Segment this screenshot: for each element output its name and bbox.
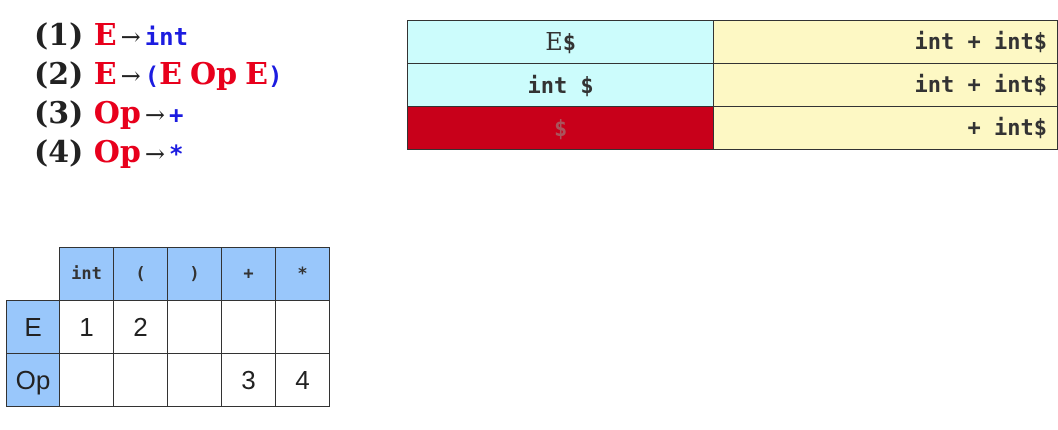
ll1-corner	[6, 247, 60, 301]
ll1-cell	[167, 300, 222, 354]
trace-stack-cell-error: $	[406, 106, 715, 150]
arrow-icon: →	[120, 23, 141, 51]
grammar-rule-2: (2) E → (E Op E)	[34, 55, 282, 94]
grammar-rule-1: (1) E → int	[34, 16, 282, 55]
rule-number: (4)	[34, 135, 84, 170]
rule-lhs: Op	[93, 96, 141, 131]
ll1-cell	[113, 353, 168, 407]
rule-rhs-symbol: E	[159, 57, 183, 92]
ll1-column-header: *	[275, 247, 330, 301]
rule-rhs-symbol: +	[168, 101, 184, 129]
stack-symbol: E	[545, 28, 563, 56]
rule-rhs-symbol: )	[268, 62, 283, 90]
ll1-row-header: Op	[6, 353, 60, 407]
rule-rhs-symbol: int	[144, 23, 189, 51]
trace-row: int $ int + int$	[406, 63, 1058, 107]
ll1-parse-table: int ( ) + * E 1 2 Op 3 4	[6, 247, 330, 407]
trace-row: E$ int + int$	[406, 20, 1058, 64]
arrow-icon: →	[144, 101, 165, 129]
stack-end: $	[562, 31, 576, 56]
ll1-row-Op: Op 3 4	[6, 353, 330, 407]
ll1-column-header: (	[113, 247, 168, 301]
arrow-icon: →	[144, 140, 165, 168]
ll1-header-row: int ( ) + *	[6, 247, 330, 301]
rule-number: (1)	[34, 18, 84, 53]
ll1-cell: 1	[59, 300, 114, 354]
ll1-cell	[275, 300, 330, 354]
grammar-rule-3: (3) Op → +	[34, 94, 282, 133]
rule-lhs: E	[93, 18, 117, 53]
ll1-column-header: +	[221, 247, 276, 301]
ll1-cell: 4	[275, 353, 330, 407]
ll1-column-header: )	[167, 247, 222, 301]
trace-input-cell: + int$	[713, 106, 1058, 150]
trace-stack-cell: E$	[406, 20, 715, 64]
arrow-icon: →	[120, 62, 141, 90]
stack-end: int $	[527, 74, 594, 99]
ll1-column-header: int	[59, 247, 114, 301]
rule-number: (3)	[34, 96, 84, 131]
trace-stack-cell: int $	[406, 63, 715, 107]
ll1-row-header: E	[6, 300, 60, 354]
rule-rhs-symbol: *	[168, 140, 184, 168]
grammar-rule-4: (4) Op → *	[34, 133, 282, 172]
rule-rhs-symbol: (	[144, 62, 160, 90]
ll1-row-E: E 1 2	[6, 300, 330, 354]
ll1-cell	[167, 353, 222, 407]
rule-number: (2)	[34, 57, 84, 92]
trace-input-cell: int + int$	[713, 20, 1058, 64]
ll1-cell	[59, 353, 114, 407]
grammar-rules: (1) E → int (2) E → (E Op E) (3) Op → + (4) Op → *	[34, 16, 282, 172]
ll1-cell: 3	[221, 353, 276, 407]
rule-rhs-symbol: Op	[190, 57, 238, 92]
rule-lhs: E	[93, 57, 117, 92]
stack-end: $	[553, 117, 568, 142]
rule-lhs: Op	[93, 135, 141, 170]
rule-rhs-symbol: E	[245, 57, 269, 92]
ll1-cell	[221, 300, 276, 354]
trace-input-cell: int + int$	[713, 63, 1058, 107]
ll1-cell: 2	[113, 300, 168, 354]
parse-trace-table: E$ int + int$ int $ int + int$ $ + int$	[406, 20, 1058, 150]
trace-row-error: $ + int$	[406, 106, 1058, 150]
